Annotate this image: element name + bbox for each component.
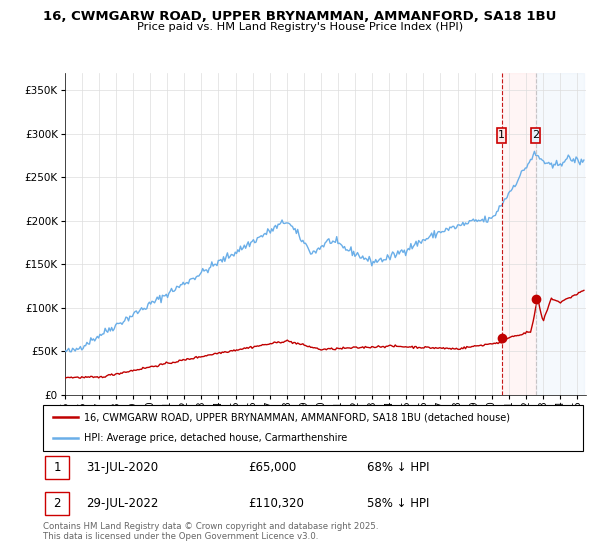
Text: £110,320: £110,320 — [248, 497, 304, 510]
Bar — [502, 73, 536, 395]
Bar — [45, 492, 69, 515]
Bar — [536, 73, 584, 395]
Text: HPI: Average price, detached house, Carmarthenshire: HPI: Average price, detached house, Carm… — [83, 433, 347, 444]
Text: Price paid vs. HM Land Registry's House Price Index (HPI): Price paid vs. HM Land Registry's House … — [137, 22, 463, 32]
Text: 1: 1 — [498, 130, 505, 141]
Text: 68% ↓ HPI: 68% ↓ HPI — [367, 461, 430, 474]
Text: 2: 2 — [532, 130, 539, 141]
Text: Contains HM Land Registry data © Crown copyright and database right 2025.
This d: Contains HM Land Registry data © Crown c… — [43, 522, 379, 542]
Text: 16, CWMGARW ROAD, UPPER BRYNAMMAN, AMMANFORD, SA18 1BU (detached house): 16, CWMGARW ROAD, UPPER BRYNAMMAN, AMMAN… — [83, 412, 510, 422]
Text: 29-JUL-2022: 29-JUL-2022 — [86, 497, 159, 510]
Text: 58% ↓ HPI: 58% ↓ HPI — [367, 497, 430, 510]
Bar — [497, 128, 506, 143]
Text: £65,000: £65,000 — [248, 461, 296, 474]
Bar — [531, 128, 541, 143]
Bar — [45, 456, 69, 479]
Text: 31-JUL-2020: 31-JUL-2020 — [86, 461, 158, 474]
Text: 16, CWMGARW ROAD, UPPER BRYNAMMAN, AMMANFORD, SA18 1BU: 16, CWMGARW ROAD, UPPER BRYNAMMAN, AMMAN… — [43, 10, 557, 23]
Text: 1: 1 — [53, 461, 61, 474]
Text: 2: 2 — [53, 497, 61, 510]
